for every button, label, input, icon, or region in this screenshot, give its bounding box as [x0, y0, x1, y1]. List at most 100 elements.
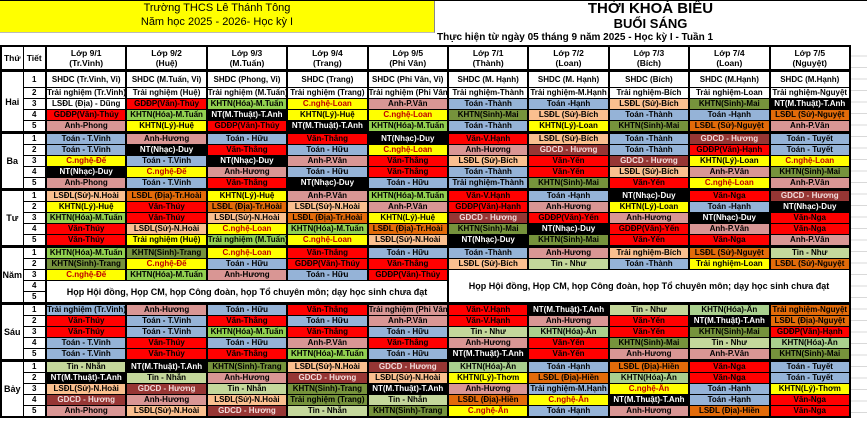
subject-cell[interactable]: Trải nghiệm (M.Tuấn): [205, 234, 289, 247]
subject-cell[interactable]: Toán -Thành: [607, 144, 691, 156]
subject-cell[interactable]: Toán -Thành: [446, 245, 530, 259]
subject-cell[interactable]: LSĐL (Sử)-Bích: [607, 166, 691, 178]
period-cell[interactable]: 2: [22, 258, 47, 270]
subject-cell[interactable]: Trải nghiệm-Nguyệt: [768, 302, 852, 316]
subject-cell[interactable]: LSĐL(Sử)-N.Hoài: [44, 383, 128, 395]
subject-cell[interactable]: Văn-Nga: [688, 188, 771, 202]
subject-cell[interactable]: Văn-Yến: [527, 348, 610, 361]
subject-cell[interactable]: Anh-Phong: [44, 405, 128, 418]
subject-cell[interactable]: Tin - Nhẫn: [205, 383, 289, 395]
subject-cell[interactable]: Anh-P.Vân: [286, 155, 369, 167]
subject-cell[interactable]: NT(M.Thuật)-T.Anh: [446, 348, 530, 361]
subject-cell[interactable]: LSĐL (Địa)-Tr.Hoài: [125, 188, 208, 202]
subject-cell[interactable]: Toán - Hữu: [366, 348, 449, 361]
subject-cell[interactable]: Toán - Hữu: [366, 177, 449, 190]
subject-cell[interactable]: LSĐL (Địa) - Dũng: [44, 98, 128, 110]
period-cell[interactable]: 1: [22, 188, 47, 202]
period-cell[interactable]: 1: [22, 359, 47, 373]
subject-cell[interactable]: GDĐP(Văn)-Thúy: [286, 258, 369, 270]
period-cell[interactable]: 4: [22, 109, 47, 121]
subject-cell[interactable]: Toán -Hạnh: [688, 383, 771, 395]
subject-cell[interactable]: Văn-Thắng: [366, 258, 449, 270]
subject-cell[interactable]: KHTN(Hóa)-M.Tuấn: [286, 348, 369, 361]
subject-cell[interactable]: KHTN(Hóa)-M.Tuấn: [366, 188, 449, 202]
subject-cell[interactable]: NT(Nhạc)-Duy: [688, 212, 771, 224]
subject-cell[interactable]: SHDC (M.Hạnh): [768, 69, 852, 88]
subject-cell[interactable]: Văn-Thắng: [205, 315, 289, 327]
subject-cell[interactable]: Trải nghiệm-M.Hạnh: [527, 383, 610, 395]
subject-cell[interactable]: Anh-P.Vân: [688, 166, 771, 178]
subject-cell[interactable]: LSĐL (Sử)-Nguyệt: [688, 120, 771, 133]
period-cell[interactable]: 5: [22, 120, 47, 133]
period-cell[interactable]: 1: [22, 131, 47, 145]
subject-cell[interactable]: Anh-Hương: [125, 302, 208, 316]
day-label[interactable]: Bảy: [0, 359, 24, 418]
subject-cell[interactable]: NT(M.Thuật)-T.Anh: [125, 359, 208, 373]
subject-cell[interactable]: LSĐL (Sử)-Nguyệt: [768, 109, 852, 121]
subject-cell[interactable]: C.nghệ-Loan: [286, 98, 369, 110]
subject-cell[interactable]: NT(M.Thuật)-T.Anh: [768, 98, 852, 110]
subject-cell[interactable]: Văn-Thắng: [205, 177, 289, 190]
subject-cell[interactable]: Văn-Yến: [607, 315, 691, 327]
period-cell[interactable]: 3: [22, 212, 47, 224]
subject-cell[interactable]: Anh-Hương: [125, 131, 208, 145]
period-cell[interactable]: 1: [22, 69, 47, 88]
subject-cell[interactable]: Toán - T.Vinh: [44, 131, 128, 145]
subject-cell[interactable]: Toán - Tuyết: [768, 372, 852, 384]
subject-cell[interactable]: Anh-Phong: [44, 120, 128, 133]
subject-cell[interactable]: Trải nghiệm-Loan: [688, 87, 771, 99]
subject-cell[interactable]: Anh-P.Vân: [768, 234, 852, 247]
subject-cell[interactable]: Toán - Hữu: [205, 131, 289, 145]
subject-cell[interactable]: Tin - Như: [527, 258, 610, 270]
subject-cell[interactable]: KHTN(Sinh)-Mai: [446, 109, 530, 121]
subject-cell[interactable]: C.nghệ-Ân: [527, 394, 610, 406]
subject-cell[interactable]: Anh-Hương: [205, 166, 289, 178]
period-cell[interactable]: 2: [22, 372, 47, 384]
subject-cell[interactable]: Văn-V.Hạnh: [446, 302, 530, 316]
subject-cell[interactable]: Toán - Tuyết: [768, 359, 852, 373]
subject-cell[interactable]: KHTN(Sinh)-Mai: [607, 337, 691, 349]
subject-cell[interactable]: LSĐL (Địa)-Hiền: [688, 405, 771, 418]
subject-cell[interactable]: Tin - Như: [446, 326, 530, 338]
subject-cell[interactable]: Tin - Như: [768, 245, 852, 259]
subject-cell[interactable]: C.nghệ-Loan: [366, 109, 449, 121]
subject-cell[interactable]: Anh-Hương: [125, 394, 208, 406]
subject-cell[interactable]: Trải nghiệm (M.Tuấn): [205, 87, 289, 99]
subject-cell[interactable]: Toán - Hữu: [205, 258, 289, 270]
period-cell[interactable]: 5: [22, 291, 47, 304]
subject-cell[interactable]: Văn-Thúy: [44, 223, 128, 235]
subject-cell[interactable]: Toán -Thành: [446, 166, 530, 178]
subject-cell[interactable]: KHTN(Hóa)-M.Tuấn: [125, 269, 208, 281]
period-cell[interactable]: 4: [22, 223, 47, 235]
subject-cell[interactable]: LSĐL (Sử)-Nguyệt: [768, 258, 852, 270]
subject-cell[interactable]: Anh-P.Vân: [366, 98, 449, 110]
subject-cell[interactable]: Anh-Hương: [607, 405, 691, 418]
period-cell[interactable]: 2: [22, 315, 47, 327]
subject-cell[interactable]: Văn-Thúy: [44, 234, 128, 247]
subject-cell[interactable]: Trải nghiệm (Huệ): [125, 234, 208, 247]
subject-cell[interactable]: Văn-Thắng: [366, 155, 449, 167]
subject-cell[interactable]: Tin - Nhẫn: [286, 405, 369, 418]
subject-cell[interactable]: Văn-Nga: [768, 405, 852, 418]
subject-cell[interactable]: KHTN(Sinh)-Trang: [205, 359, 289, 373]
subject-cell[interactable]: GDCD - Hương: [768, 188, 852, 202]
subject-cell[interactable]: Trải nghiệm-Thành: [446, 87, 530, 99]
subject-cell[interactable]: Anh-P.Vân: [768, 120, 852, 133]
subject-cell[interactable]: Anh-Hương: [607, 212, 691, 224]
subject-cell[interactable]: Văn-Thúy: [125, 201, 208, 213]
subject-cell[interactable]: Toán - Hữu: [205, 337, 289, 349]
subject-cell[interactable]: KHTN(Lý)-Loan: [607, 201, 691, 213]
period-cell[interactable]: 2: [22, 87, 47, 99]
subject-cell[interactable]: NT(M.Thuật)-T.Anh: [286, 120, 369, 133]
subject-cell[interactable]: NT(Nhạc)-Duy: [44, 166, 128, 178]
subject-cell[interactable]: C.nghệ-Ân: [446, 405, 530, 418]
subject-cell[interactable]: NT(Nhạc)-Duy: [527, 223, 610, 235]
subject-cell[interactable]: KHTN(Hóa)-M.Tuấn: [205, 326, 289, 338]
subject-cell[interactable]: SHDC (Tr.Vinh, Vi): [44, 69, 128, 88]
subject-cell[interactable]: Toán -Thành: [607, 109, 691, 121]
period-cell[interactable]: 5: [22, 177, 47, 190]
subject-cell[interactable]: Toán -Hạnh: [527, 359, 610, 373]
subject-cell[interactable]: Văn-Thắng: [286, 302, 369, 316]
subject-cell[interactable]: Toán - T.Vinh: [44, 348, 128, 361]
subject-cell[interactable]: SHDC (M. Hạnh): [446, 69, 530, 88]
